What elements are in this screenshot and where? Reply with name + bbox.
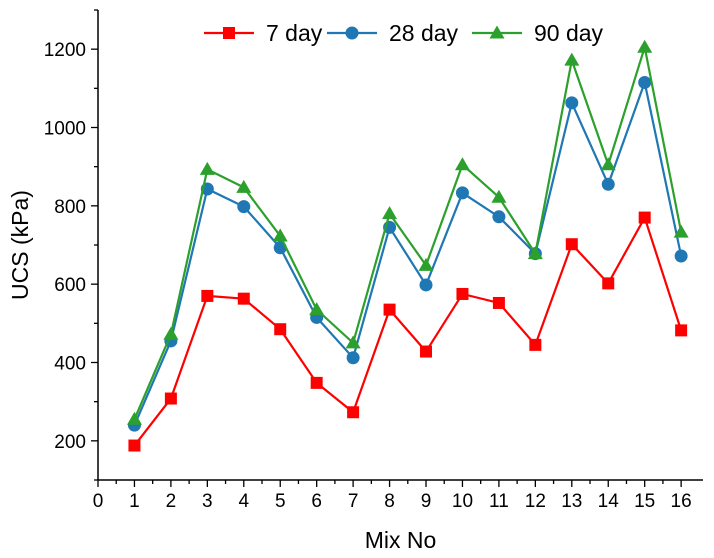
y-tick-label: 1200 bbox=[44, 40, 86, 61]
data-point-90-day bbox=[418, 257, 434, 271]
y-tick-label: 800 bbox=[54, 197, 86, 218]
series-line-90-day bbox=[133, 46, 683, 420]
data-point-90-day bbox=[564, 52, 580, 66]
data-point-7-day bbox=[456, 287, 469, 300]
x-axis-title: Mix No bbox=[365, 527, 437, 553]
data-point-7-day bbox=[420, 345, 433, 358]
data-point-7-day bbox=[675, 324, 688, 337]
data-point-90-day bbox=[163, 326, 179, 340]
data-point-90-day bbox=[345, 335, 361, 349]
data-point-7-day bbox=[602, 277, 615, 290]
data-point-7-day bbox=[492, 296, 505, 309]
y-tick-label: 1000 bbox=[44, 119, 86, 140]
x-tick-label: 12 bbox=[525, 491, 546, 512]
x-tick-label: 7 bbox=[348, 491, 359, 512]
data-point-90-day bbox=[199, 161, 215, 175]
y-axis-title: UCS (kPa) bbox=[7, 190, 33, 300]
data-point-28-day bbox=[638, 75, 652, 89]
data-point-90-day bbox=[309, 302, 325, 316]
axes: 0 1 2 3 4 5 6 7 8 9 10 11 12 13 14 15 162004006008001000… bbox=[44, 9, 703, 512]
data-point-28-day bbox=[674, 249, 688, 263]
x-tick-label: 15 bbox=[634, 491, 655, 512]
data-point-28-day bbox=[492, 210, 506, 224]
data-point-7-day bbox=[164, 392, 177, 405]
x-tick-label: 8 bbox=[384, 491, 395, 512]
data-point-90-day bbox=[236, 179, 252, 193]
data-point-90-day bbox=[673, 224, 689, 238]
legend-label-90-day: 90 day bbox=[534, 20, 604, 46]
data-point-90-day bbox=[637, 39, 653, 53]
y-tick-label: 200 bbox=[54, 432, 86, 453]
data-point-7-day bbox=[310, 376, 323, 389]
x-tick-label: 16 bbox=[671, 491, 692, 512]
legend-marker-90-day bbox=[489, 25, 505, 39]
legend: 7 day 28 day 90 day bbox=[204, 20, 604, 46]
legend-label-28-day: 28 day bbox=[389, 20, 459, 46]
series-line-7-day bbox=[133, 214, 683, 447]
data-point-90-day bbox=[126, 411, 142, 425]
x-tick-label: 2 bbox=[166, 491, 177, 512]
x-tick-label: 6 bbox=[311, 491, 322, 512]
data-point-90-day bbox=[527, 246, 543, 260]
data-point-7-day bbox=[565, 238, 578, 251]
x-tick-label: 9 bbox=[421, 491, 432, 512]
data-point-7-day bbox=[347, 406, 360, 419]
series-90-day bbox=[126, 39, 689, 425]
series-7-day bbox=[128, 211, 688, 452]
data-point-7-day bbox=[274, 323, 287, 336]
data-point-28-day bbox=[237, 200, 251, 214]
data-point-90-day bbox=[272, 228, 288, 242]
x-tick-label: 5 bbox=[275, 491, 286, 512]
data-point-28-day bbox=[565, 96, 579, 110]
data-point-7-day bbox=[638, 211, 651, 224]
legend-marker-28-day bbox=[345, 26, 359, 40]
data-point-7-day bbox=[128, 439, 141, 452]
data-point-90-day bbox=[491, 189, 507, 203]
legend-marker-7-day bbox=[223, 27, 235, 39]
data-point-90-day bbox=[382, 206, 398, 220]
data-point-28-day bbox=[346, 351, 360, 365]
data-point-7-day bbox=[529, 338, 542, 351]
x-tick-label: 0 bbox=[93, 491, 104, 512]
x-tick-label: 13 bbox=[561, 491, 582, 512]
data-point-28-day bbox=[455, 186, 469, 200]
legend-label-7-day: 7 day bbox=[266, 20, 323, 46]
series-28-day bbox=[127, 75, 688, 432]
series-layer bbox=[126, 39, 689, 452]
x-tick-label: 1 bbox=[129, 491, 140, 512]
x-tick-label: 11 bbox=[489, 491, 509, 512]
x-tick-label: 3 bbox=[202, 491, 213, 512]
data-point-90-day bbox=[454, 157, 470, 171]
data-point-28-day bbox=[601, 177, 615, 191]
data-point-7-day bbox=[201, 289, 214, 302]
data-point-28-day bbox=[419, 278, 433, 292]
data-point-7-day bbox=[237, 292, 250, 305]
data-point-90-day bbox=[600, 157, 616, 171]
x-tick-label: 14 bbox=[598, 491, 620, 512]
series-line-28-day bbox=[133, 78, 683, 426]
x-tick-label: 4 bbox=[238, 491, 249, 512]
y-tick-label: 600 bbox=[54, 275, 86, 296]
data-point-7-day bbox=[383, 303, 396, 316]
x-tick-label: 10 bbox=[452, 491, 473, 512]
y-tick-label: 400 bbox=[54, 354, 86, 375]
